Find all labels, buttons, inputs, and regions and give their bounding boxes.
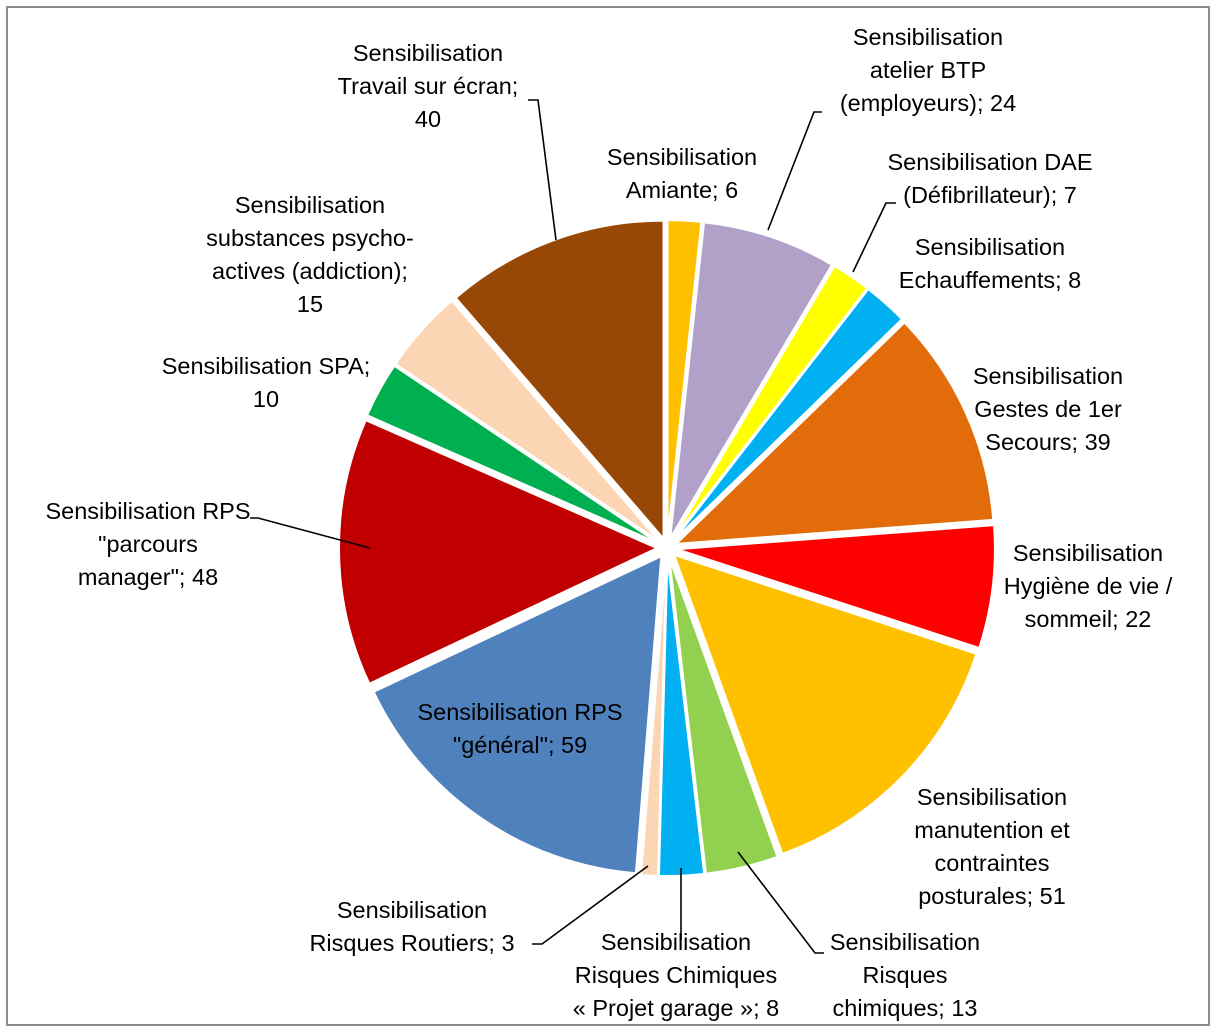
pie-slice bbox=[672, 287, 904, 542]
data-label-line: Sensibilisation bbox=[235, 192, 385, 218]
pie-slices bbox=[338, 219, 996, 877]
data-label-line: Sensibilisation bbox=[830, 929, 980, 955]
data-label-line: « Projet garage »; 8 bbox=[573, 995, 779, 1021]
data-label: Sensibilisation RPS "général"; 59 bbox=[417, 699, 622, 758]
data-label-line: Sensibilisation bbox=[607, 144, 757, 170]
data-label-line: Sensibilisation bbox=[973, 363, 1123, 389]
data-label: Sensibilisation RPS "parcours manager"; 48 bbox=[45, 498, 250, 590]
data-label-line: Sensibilisation RPS bbox=[45, 498, 250, 524]
data-label-line: Sensibilisation bbox=[853, 24, 1003, 50]
data-label: Sensibilisation Amiante; 6 bbox=[607, 144, 757, 203]
data-label-line: Sensibilisation RPS bbox=[417, 699, 622, 725]
leader-lines bbox=[250, 99, 896, 954]
data-label-line: Sensibilisation bbox=[1013, 540, 1163, 566]
data-label-line: sommeil; 22 bbox=[1025, 606, 1152, 632]
pie-slice bbox=[673, 321, 995, 546]
data-label-line: Amiante; 6 bbox=[626, 177, 738, 203]
pie-slice bbox=[668, 557, 779, 875]
data-label-line: Travail sur écran; bbox=[338, 73, 519, 99]
leader-line bbox=[528, 99, 557, 241]
data-labels: Sensibilisation Amiante; 6Sensibilisation… bbox=[45, 24, 1172, 1021]
data-label: Sensibilisation Gestes de 1er Secours; 39 bbox=[973, 363, 1123, 455]
data-label-line: "général"; 59 bbox=[453, 732, 587, 758]
data-label-line: Risques Chimiques bbox=[575, 962, 777, 988]
data-label-line: Sensibilisation DAE bbox=[887, 149, 1092, 175]
data-label-line: 15 bbox=[297, 291, 323, 317]
data-label-line: (employeurs); 24 bbox=[840, 90, 1016, 116]
data-label-line: Sensibilisation bbox=[915, 234, 1065, 260]
data-label-line: "parcours bbox=[98, 531, 198, 557]
data-label: Sensibilisation manutention et contraintes… bbox=[914, 784, 1070, 909]
pie-slice bbox=[338, 418, 660, 686]
data-label-line: contraintes bbox=[935, 850, 1050, 876]
data-label-line: substances psycho- bbox=[206, 225, 414, 251]
data-label: Sensibilisation SPA; 10 bbox=[162, 353, 371, 412]
data-label-line: Gestes de 1er bbox=[974, 396, 1122, 422]
pie-slice bbox=[676, 524, 996, 650]
data-label-line: Hygiène de vie / bbox=[1004, 573, 1173, 599]
leader-line bbox=[852, 202, 896, 273]
pie-slice bbox=[669, 221, 834, 540]
data-label-line: posturales; 51 bbox=[918, 883, 1066, 909]
data-label: Sensibilisation Hygiène de vie / sommeil; … bbox=[1004, 540, 1173, 632]
data-label: Sensibilisation Travail sur écran; 40 bbox=[338, 40, 519, 132]
data-label-line: Sensibilisation bbox=[917, 784, 1067, 810]
leader-line bbox=[767, 111, 822, 231]
data-label-line: Risques Routiers; 3 bbox=[309, 930, 514, 956]
data-label-line: Sensibilisation bbox=[601, 929, 751, 955]
pie-slice bbox=[372, 554, 663, 875]
data-label-line: atelier BTP bbox=[870, 57, 986, 83]
pie-slice bbox=[365, 364, 659, 545]
data-label: Sensibilisation DAE (Défibrillateur); 7 bbox=[887, 149, 1092, 208]
data-label: Sensibilisation Risques chimiques; 13 bbox=[830, 929, 980, 1021]
pie-slice bbox=[666, 219, 703, 539]
leader-line bbox=[532, 865, 649, 945]
leader-line bbox=[737, 851, 824, 954]
data-label: Sensibilisation Risques Routiers; 3 bbox=[309, 897, 514, 956]
data-label-line: Secours; 39 bbox=[985, 429, 1110, 455]
data-label-line: chimiques; 13 bbox=[833, 995, 978, 1021]
data-label: Sensibilisation atelier BTP (employeurs); … bbox=[840, 24, 1016, 116]
data-label-line: actives (addiction); bbox=[212, 258, 408, 284]
data-label-line: Sensibilisation bbox=[337, 897, 487, 923]
data-label: Sensibilisation Risques Chimiques « Projet… bbox=[573, 929, 779, 1021]
data-label-line: 40 bbox=[415, 106, 441, 132]
data-label-line: manutention et bbox=[914, 817, 1070, 843]
data-label-line: Risques bbox=[863, 962, 948, 988]
pie-slice bbox=[639, 557, 668, 877]
data-label-line: (Défibrillateur); 7 bbox=[903, 182, 1077, 208]
data-label: Sensibilisation substances psycho-actives… bbox=[206, 192, 414, 317]
data-label-line: Echauffements; 8 bbox=[899, 267, 1081, 293]
data-label-line: Sensibilisation SPA; bbox=[162, 353, 371, 379]
pie-slice bbox=[672, 553, 978, 856]
data-label-line: 10 bbox=[253, 386, 279, 412]
data-label-line: Sensibilisation bbox=[353, 40, 503, 66]
leader-line bbox=[250, 517, 371, 549]
pie-slice bbox=[671, 264, 869, 541]
pie-slice bbox=[394, 299, 661, 543]
data-label: Sensibilisation Echauffements; 8 bbox=[899, 234, 1081, 293]
data-label-line: manager"; 48 bbox=[78, 564, 218, 590]
pie-slice bbox=[454, 219, 665, 542]
